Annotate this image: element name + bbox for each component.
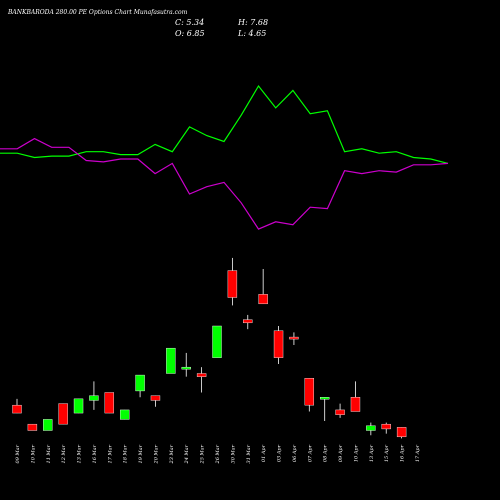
candle xyxy=(212,325,222,358)
x-tick-label: 13 Mar xyxy=(77,444,83,463)
candle xyxy=(335,403,345,418)
candle-body xyxy=(335,409,345,415)
candle xyxy=(243,314,253,330)
candle-body xyxy=(58,403,68,425)
x-tick-label: 31 Mar xyxy=(246,444,252,463)
indicator-lines xyxy=(0,84,449,230)
candle xyxy=(273,326,284,364)
candle-body xyxy=(366,425,376,431)
candle xyxy=(289,332,299,345)
candle-body xyxy=(12,404,22,414)
candle xyxy=(319,397,330,421)
indicator-line-2 xyxy=(0,137,449,230)
candle-body xyxy=(396,427,407,438)
low-value: L: 4.65 xyxy=(238,29,267,38)
high-value: H: 7.68 xyxy=(238,18,269,27)
x-tick-label: 01 Apr xyxy=(261,444,267,462)
candle xyxy=(27,423,38,431)
x-tick-label: 20 Mar xyxy=(153,444,159,464)
candle xyxy=(227,257,238,306)
candle xyxy=(43,419,53,431)
candle-body xyxy=(135,374,145,392)
candle xyxy=(104,392,115,414)
x-tick-label: 25 Mar xyxy=(200,444,206,464)
candle-body xyxy=(166,347,176,374)
x-tick-label: 26 Mar xyxy=(215,444,221,464)
candle xyxy=(258,269,268,305)
x-tick-label: 06 Apr xyxy=(292,444,298,462)
candle-body xyxy=(319,397,330,400)
candle-body xyxy=(150,395,161,401)
candle-body xyxy=(227,270,238,298)
candle-body xyxy=(196,373,207,377)
x-tick-label: 12 Mar xyxy=(61,444,67,463)
candle xyxy=(396,427,407,439)
candle-body xyxy=(350,397,361,412)
open-value: O: 6.85 xyxy=(175,29,205,38)
candle xyxy=(89,381,99,410)
x-tick-label: 10 Apr xyxy=(353,444,359,462)
x-tick-label: 18 Mar xyxy=(123,444,129,463)
candle-body xyxy=(273,330,284,358)
x-axis-labels: 09 Mar 10 Mar 11 Mar 12 Mar 13 Mar 16 Mar 17 M… xyxy=(15,444,421,464)
close-value: C: 5.34 xyxy=(175,18,205,27)
candle xyxy=(196,367,207,393)
candle xyxy=(166,347,176,374)
candle xyxy=(350,381,361,412)
candle xyxy=(366,422,376,436)
x-tick-label: 16 Mar xyxy=(92,444,98,463)
x-tick-label: 24 Mar xyxy=(184,444,190,464)
candle xyxy=(381,422,391,434)
x-tick-label: 17 Apr xyxy=(415,444,421,462)
candle-body xyxy=(243,319,253,324)
candle-body xyxy=(119,409,130,420)
x-tick-label: 30 Mar xyxy=(230,444,236,463)
candle-body xyxy=(73,398,84,414)
candle xyxy=(12,398,22,414)
indicator-line-1 xyxy=(0,84,449,164)
candle-body xyxy=(27,423,38,431)
candle-body xyxy=(304,378,315,406)
x-tick-label: 11 Mar xyxy=(46,444,52,463)
candlesticks xyxy=(12,257,407,439)
candle-body xyxy=(89,395,99,401)
x-tick-label: 09 Apr xyxy=(338,444,344,462)
candle xyxy=(119,409,130,420)
x-tick-label: 07 Apr xyxy=(307,444,313,462)
candle xyxy=(150,395,161,407)
chart-title: BANKBARODA 280.00 PE Options Chart Munaf… xyxy=(8,9,188,16)
candle xyxy=(73,398,84,414)
x-tick-label: 16 Apr xyxy=(400,444,406,462)
x-tick-label: 17 Mar xyxy=(107,444,113,463)
x-tick-label: 23 Mar xyxy=(169,444,175,464)
candle-body xyxy=(104,392,115,414)
x-tick-label: 03 Apr xyxy=(277,444,283,462)
candle xyxy=(181,352,191,377)
x-tick-label: 09 Mar xyxy=(15,444,21,463)
candle xyxy=(135,374,145,398)
x-tick-label: 13 Apr xyxy=(369,444,375,462)
candle-body xyxy=(258,294,268,305)
x-tick-label: 19 Mar xyxy=(138,444,144,463)
candle xyxy=(304,378,315,412)
x-tick-label: 10 Mar xyxy=(30,444,36,463)
candle-body xyxy=(289,336,299,340)
candle-body xyxy=(43,419,53,431)
x-tick-label: 08 Apr xyxy=(323,444,329,462)
candle xyxy=(58,403,68,425)
candle-body xyxy=(381,423,391,430)
x-tick-label: 15 Apr xyxy=(384,444,390,462)
candle-body xyxy=(181,366,191,370)
candle-body xyxy=(212,325,222,358)
